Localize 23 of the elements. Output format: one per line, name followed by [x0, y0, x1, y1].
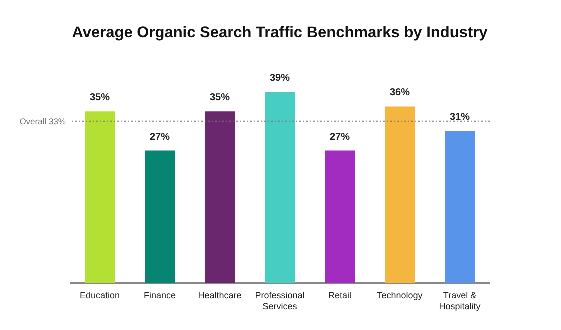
data-label: 31% — [450, 112, 470, 124]
data-label: 39% — [270, 73, 290, 84]
data-label: 27% — [330, 132, 350, 143]
data-label: 35% — [210, 92, 230, 104]
x-tick-label: Healthcare — [198, 290, 242, 300]
x-tick-label: Retail — [328, 290, 352, 300]
bar — [85, 112, 115, 283]
x-tick-label: Professional Services — [255, 290, 305, 312]
bar — [205, 112, 235, 283]
data-label: 35% — [90, 92, 110, 104]
x-tick-label: Travel & Hospitality — [439, 290, 482, 312]
x-tick-label: Education — [80, 290, 120, 300]
ref-line-label: Overall 33% — [20, 116, 66, 126]
x-tick-label: Finance — [144, 290, 176, 300]
bar — [385, 106, 415, 283]
data-label: 36% — [390, 88, 410, 99]
data-label: 27% — [150, 132, 170, 143]
bar — [265, 92, 295, 283]
bar — [445, 131, 475, 283]
x-tick-label: Technology — [377, 290, 424, 300]
bar — [145, 150, 175, 283]
chart-title: Average Organic Search Traffic Benchmarks by Industry — [72, 24, 488, 42]
bar — [325, 150, 355, 283]
